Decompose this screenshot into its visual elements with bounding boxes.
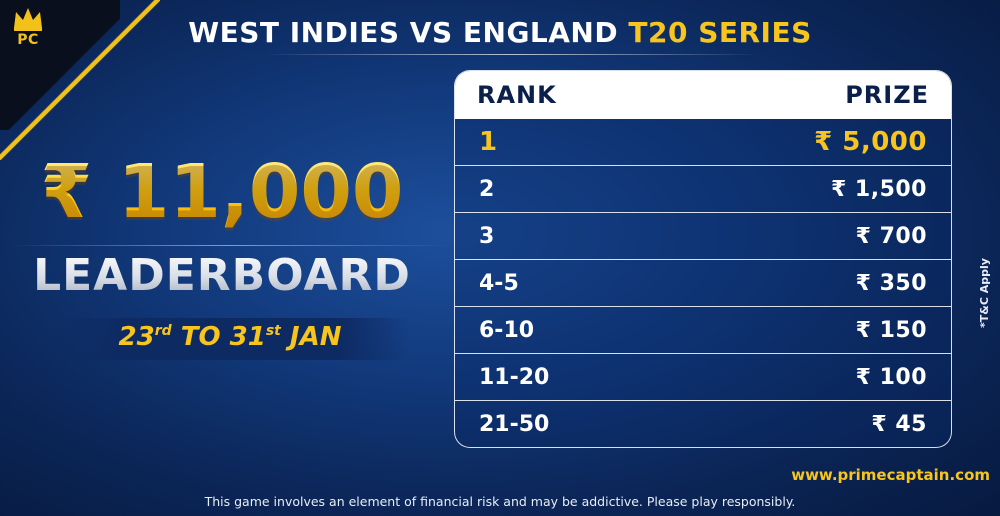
brand-logo: PC (8, 6, 48, 66)
header-rank: RANK (477, 81, 557, 109)
prize-cell: ₹ 150 (855, 317, 927, 343)
table-row: 11-20 ₹ 100 (455, 353, 951, 400)
rank-cell: 4-5 (479, 270, 519, 296)
header-prize: PRIZE (845, 81, 929, 109)
prize-pool-amount: ₹ 11,000 (22, 152, 422, 232)
logo-text: PC (17, 32, 39, 48)
date-month: JAN (289, 322, 342, 352)
date-banner (50, 318, 410, 360)
rank-cell: 3 (479, 223, 495, 249)
prize-table: RANK PRIZE 1 ₹ 5,000 2 ₹ 1,500 3 ₹ 700 4… (454, 70, 952, 448)
date-to: TO (180, 322, 221, 352)
rank-cell: 1 (479, 127, 498, 157)
website-link[interactable]: www.primecaptain.com (791, 466, 990, 484)
prize-cell: ₹ 100 (855, 364, 927, 390)
start-suffix: rd (154, 323, 172, 339)
crown-icon (14, 8, 42, 31)
prize-cell: ₹ 45 (871, 411, 927, 437)
rank-cell: 6-10 (479, 317, 535, 343)
leaderboard-title: LEADERBOARD (22, 250, 422, 301)
table-header: RANK PRIZE (455, 71, 951, 119)
headline-series: T20 SERIES (628, 16, 812, 49)
table-row: 2 ₹ 1,500 (455, 165, 951, 212)
terms-note: *T&C Apply (978, 258, 991, 328)
date-range: 23rd TO 31st JAN (50, 322, 410, 352)
table-row: 4-5 ₹ 350 (455, 259, 951, 306)
prize-cell: ₹ 700 (855, 223, 927, 249)
rank-cell: 21-50 (479, 411, 550, 437)
headline-underline (262, 54, 762, 55)
table-row: 21-50 ₹ 45 (455, 400, 951, 447)
prize-cell: ₹ 1,500 (830, 176, 927, 202)
rank-cell: 2 (479, 176, 495, 202)
headline-teams: WEST INDIES VS ENGLAND (188, 16, 619, 49)
disclaimer-text: This game involves an element of financi… (204, 494, 796, 509)
end-day: 31 (229, 322, 266, 352)
rank-cell: 11-20 (479, 364, 550, 390)
divider-line (10, 245, 450, 246)
table-row: 6-10 ₹ 150 (455, 306, 951, 353)
prize-cell: ₹ 350 (855, 270, 927, 296)
table-row: 1 ₹ 5,000 (455, 119, 951, 165)
table-row: 3 ₹ 700 (455, 212, 951, 259)
start-day: 23 (118, 322, 155, 352)
prize-cell: ₹ 5,000 (814, 127, 927, 157)
end-suffix: st (265, 323, 281, 339)
headline: WEST INDIES VS ENGLAND T20 SERIES (0, 16, 1000, 49)
